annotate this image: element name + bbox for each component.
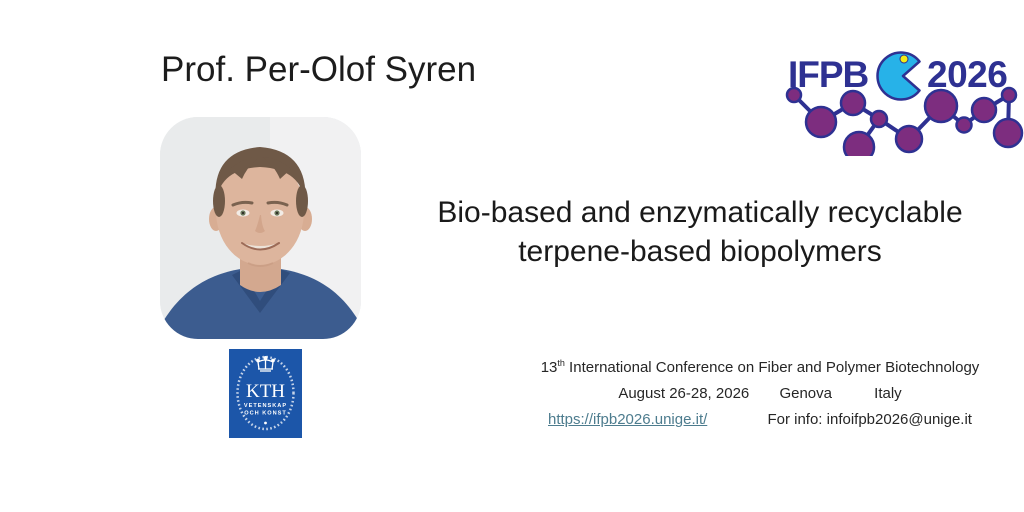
conference-contact-email: For info: infoifpb2026@unige.it: [767, 411, 972, 428]
conference-contact-line: https://ifpb2026.unige.it/ For info: inf…: [498, 407, 1022, 433]
kth-subtitle-1: VETENSKAP: [244, 403, 287, 409]
conference-info: 13th International Conference on Fiber a…: [498, 355, 1022, 433]
conference-title-rest: International Conference on Fiber and Po…: [564, 359, 980, 376]
conference-city: Genova: [779, 385, 832, 402]
ifpb-text: IFPB: [788, 54, 869, 95]
kth-logo: KTH VETENSKAP OCH KONST: [229, 349, 302, 438]
kth-subtitle-2: OCH KONST: [244, 411, 287, 417]
talk-title-line1: Bio-based and enzymatically recyclable: [437, 196, 963, 229]
hair-shape: [215, 147, 306, 205]
molecule-chain-icon: [785, 86, 1024, 164]
conference-date-location-line: August 26-28, 2026 Genova Italy: [498, 381, 1022, 407]
pacman-icon: [876, 51, 921, 101]
ifpb-2026-logo: IFPB 2026: [775, 38, 1024, 164]
conference-title-line: 13th International Conference on Fiber a…: [498, 355, 1022, 381]
speaker-name: Prof. Per-Olof Syren: [161, 50, 477, 89]
conference-title-ordinal: th: [557, 358, 565, 368]
conference-dates: August 26-28, 2026: [618, 385, 750, 402]
crown-icon: [256, 356, 275, 372]
conference-website-link[interactable]: https://ifpb2026.unige.it/: [548, 411, 708, 428]
conference-title-number: 13: [540, 359, 558, 376]
ifpb-year-text: 2026: [927, 54, 1007, 95]
talk-title: Bio-based and enzymatically recyclable t…: [380, 193, 1020, 271]
talk-title-line2: terpene-based biopolymers: [518, 235, 882, 268]
kth-acronym: KTH: [246, 381, 285, 402]
conference-country: Italy: [874, 385, 902, 402]
speaker-portrait-photo: [160, 117, 361, 339]
